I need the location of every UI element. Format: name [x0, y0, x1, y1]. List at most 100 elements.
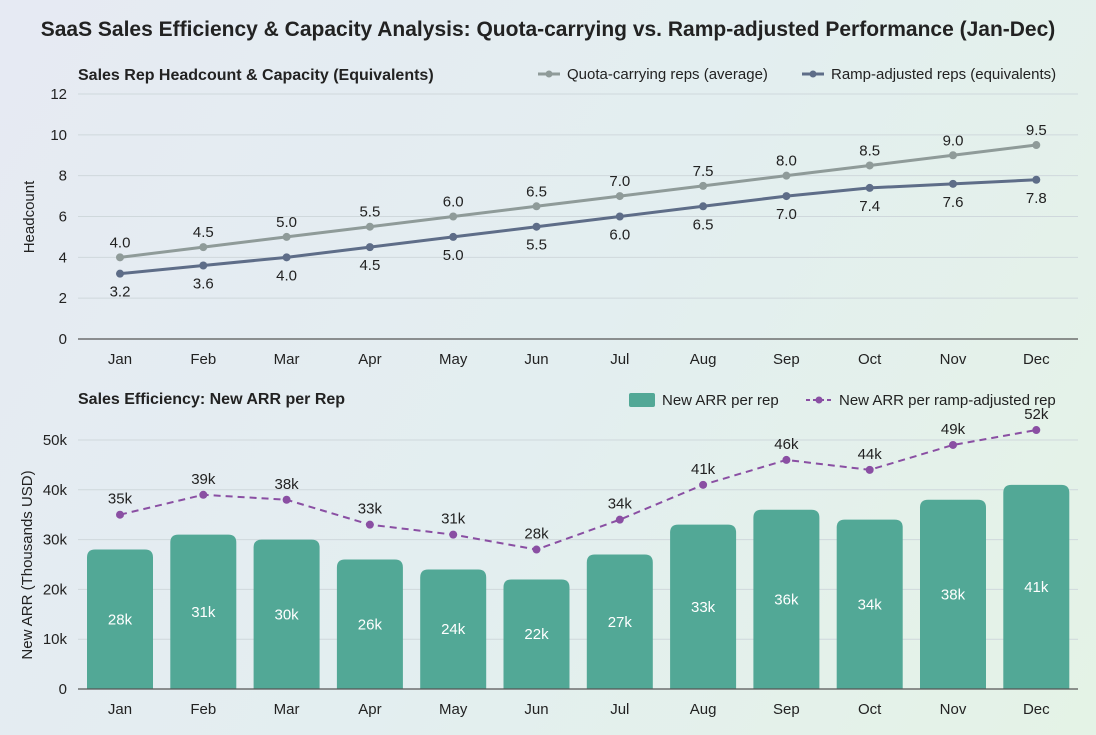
data-label: 6.5 — [526, 183, 547, 200]
data-label: 7.0 — [776, 206, 797, 223]
data-point — [865, 465, 874, 474]
data-label: 5.5 — [526, 237, 547, 254]
x-tick-label: Jun — [524, 701, 548, 718]
bottom-chart-title: Sales Efficiency: New ARR per Rep — [78, 391, 345, 408]
bottom-chart: 0 10k 20k 30k 40k 50k 28k 31k 30k 26k 24k 22k 27k 33k… — [43, 392, 1078, 718]
data-label: 4.5 — [359, 257, 380, 274]
data-point — [199, 490, 208, 499]
data-label: 7.5 — [693, 163, 714, 180]
data-point — [699, 202, 708, 211]
y-tick-label: 6 — [59, 209, 67, 226]
data-point — [949, 440, 957, 449]
bar — [670, 524, 737, 689]
bar — [920, 499, 986, 689]
data-point — [615, 515, 624, 524]
x-tick-label: Jul — [610, 351, 629, 368]
data-point — [949, 151, 957, 160]
data-label: 7.6 — [943, 194, 964, 211]
bar-label: 38k — [941, 586, 966, 603]
data-point — [199, 261, 208, 270]
series-line — [119, 429, 1037, 551]
x-tick-label: Mar — [274, 701, 300, 718]
data-label: 44k — [858, 446, 883, 463]
y-tick-label: 12 — [50, 86, 67, 103]
data-label: 5.0 — [443, 247, 464, 264]
bar-label: 26k — [358, 616, 383, 633]
data-label: 7.0 — [609, 173, 630, 190]
data-point — [782, 171, 791, 180]
data-label: 4.5 — [193, 224, 214, 241]
bar-label: 31k — [191, 604, 216, 621]
data-label: 4.0 — [276, 267, 297, 284]
bar-label: 30k — [275, 606, 300, 623]
y-tick-label: 0 — [59, 681, 67, 698]
data-label: 3.6 — [193, 276, 214, 293]
x-tick-label: Nov — [940, 351, 967, 368]
data-label: 6.0 — [609, 227, 630, 244]
bar — [87, 549, 153, 689]
bar — [836, 519, 903, 689]
data-point — [1032, 175, 1041, 184]
data-label: 49k — [941, 421, 966, 438]
data-point — [449, 212, 458, 221]
legend-marker-icon — [545, 70, 553, 78]
data-point — [532, 222, 541, 231]
data-label: 9.5 — [1026, 122, 1047, 139]
x-tick-label: Aug — [690, 351, 717, 368]
top-chart-title: Sales Rep Headcount & Capacity (Equivale… — [78, 67, 434, 84]
x-tick-label: Jun — [524, 351, 548, 368]
data-point — [532, 202, 541, 211]
x-tick-label: Dec — [1023, 701, 1050, 718]
x-tick-label: May — [439, 701, 468, 718]
data-label: 7.8 — [1026, 190, 1047, 207]
legend-label: New ARR per ramp-adjusted rep — [839, 392, 1056, 409]
data-point — [865, 183, 874, 192]
data-label: 31k — [441, 511, 466, 528]
top-y-axis-label: Headcount — [21, 180, 38, 253]
main-title: SaaS Sales Efficiency & Capacity Analysi… — [41, 18, 1056, 41]
bar — [1003, 484, 1070, 689]
legend-label: New ARR per rep — [662, 392, 779, 409]
x-tick-label: Feb — [190, 701, 216, 718]
data-point — [615, 192, 624, 201]
y-tick-label: 30k — [43, 532, 68, 549]
data-point — [449, 232, 458, 241]
data-label: 39k — [191, 471, 216, 488]
data-label: 41k — [691, 461, 716, 478]
data-point — [282, 495, 291, 504]
x-tick-label: Dec — [1023, 351, 1050, 368]
data-point — [282, 232, 291, 241]
data-label: 38k — [275, 476, 300, 493]
x-tick-label: Apr — [358, 351, 381, 368]
x-tick-label: Aug — [690, 701, 717, 718]
data-label: 8.0 — [776, 153, 797, 170]
data-label: 6.0 — [443, 194, 464, 211]
data-point — [1032, 426, 1041, 435]
data-label: 28k — [524, 526, 549, 543]
data-label: 6.5 — [693, 216, 714, 233]
legend-marker-icon — [809, 70, 817, 78]
data-point — [449, 530, 458, 539]
y-tick-label: 40k — [43, 482, 68, 499]
bar-label: 41k — [1024, 579, 1049, 596]
bar — [336, 559, 403, 689]
y-tick-label: 0 — [59, 331, 67, 348]
data-label: 35k — [108, 491, 133, 508]
data-label: 52k — [1024, 406, 1049, 423]
data-label: 3.2 — [110, 284, 131, 301]
data-point — [365, 520, 374, 529]
data-point — [615, 212, 624, 221]
bar-label: 28k — [108, 611, 133, 628]
data-point — [365, 222, 374, 231]
legend-label: Quota-carrying reps (average) — [567, 66, 768, 83]
bar-label: 33k — [691, 599, 716, 616]
bar-label: 34k — [858, 596, 883, 613]
bar-label: 24k — [441, 621, 466, 638]
data-point — [116, 269, 124, 278]
x-tick-label: Sep — [773, 701, 800, 718]
data-point — [282, 253, 291, 262]
x-tick-label: Apr — [358, 701, 381, 718]
series-line — [119, 178, 1037, 276]
x-tick-label: Mar — [274, 351, 300, 368]
